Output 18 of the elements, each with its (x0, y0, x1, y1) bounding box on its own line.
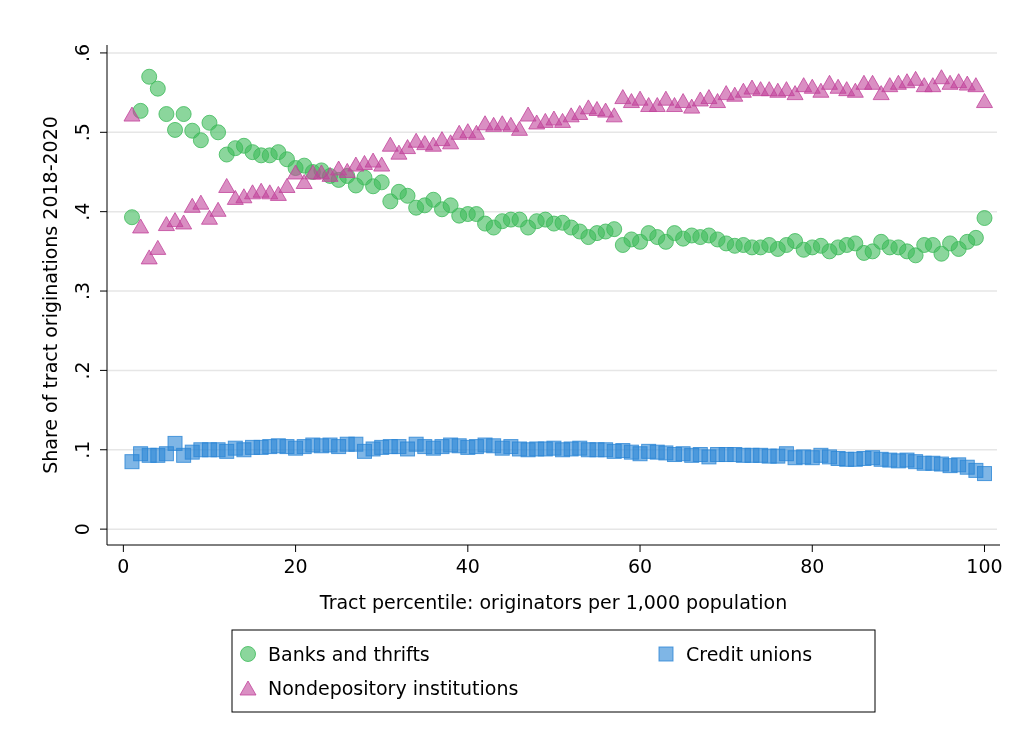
y-tick-label: 0 (71, 523, 93, 536)
legend-label: Nondepository institutions (268, 677, 519, 699)
x-tick-label: 0 (117, 555, 130, 577)
y-tick-label: .3 (71, 281, 93, 301)
y-axis-title: Share of tract originations 2018-2020 (39, 116, 61, 474)
y-tick-label: .1 (71, 440, 93, 459)
x-tick-label: 60 (627, 555, 653, 577)
y-tick-label: .6 (71, 43, 93, 63)
x-tick-label: 20 (283, 555, 308, 577)
x-tick-label: 40 (455, 555, 480, 577)
y-tick-label: .5 (71, 123, 93, 142)
y-tick-label: .2 (71, 361, 93, 380)
legend-label: Credit unions (686, 643, 813, 665)
y-tick-label: .4 (71, 202, 93, 221)
x-tick-label: 80 (800, 555, 825, 577)
x-axis-title: Tract percentile: originators per 1,000 population (318, 591, 788, 613)
legend-label: Banks and thrifts (268, 643, 430, 665)
x-tick-label: 100 (966, 555, 1003, 577)
